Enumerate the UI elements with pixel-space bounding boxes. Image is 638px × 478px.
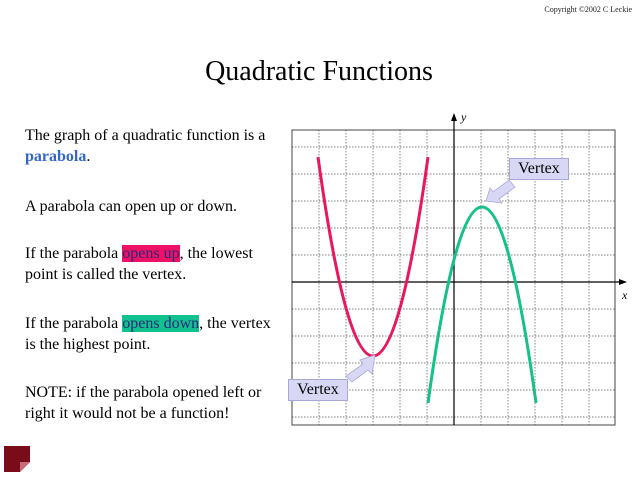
definition-suffix: . bbox=[86, 148, 91, 165]
vertex-callout-bottom: Vertex bbox=[288, 379, 348, 401]
paragraph-opens-down: If the parabola opens down, the vertex i… bbox=[25, 313, 285, 355]
parabola-keyword: parabola bbox=[25, 148, 87, 165]
opens-up-prefix: If the parabola bbox=[25, 245, 123, 262]
x-axis-label: x bbox=[621, 288, 628, 302]
paragraph-note: NOTE: if the parabola opened left or rig… bbox=[25, 384, 262, 422]
page-corner-icon bbox=[4, 446, 30, 472]
opens-down-prefix: If the parabola bbox=[25, 315, 123, 332]
opens-down-parabola bbox=[426, 205, 538, 404]
paragraph-open-up-down: A parabola can open up or down. bbox=[25, 198, 237, 215]
opens-up-highlight: opens up bbox=[122, 245, 180, 262]
definition-text: The graph of a quadratic function is a bbox=[25, 127, 266, 144]
vertex-arrow-top bbox=[485, 179, 516, 204]
y-axis-label: y bbox=[460, 110, 467, 124]
vertex-callout-top: Vertex bbox=[509, 158, 569, 180]
x-axis-arrow bbox=[619, 279, 627, 285]
y-axis-arrow bbox=[451, 113, 457, 121]
page-title: Quadratic Functions bbox=[205, 56, 433, 87]
opens-down-suffix: , the vertex is the highest point. bbox=[25, 315, 271, 353]
opens-up-suffix: , the lowest point is called the vertex. bbox=[25, 245, 253, 283]
paragraph-opens-up: If the parabola opens up, the lowest poi… bbox=[25, 243, 285, 285]
opens-down-highlight: opens down bbox=[122, 315, 200, 332]
vertex-arrow-bottom bbox=[345, 354, 376, 383]
copyright-text: Copyright ©2002 C Leckie bbox=[544, 5, 632, 14]
paragraph-definition: The graph of a quadratic function is a p… bbox=[25, 125, 285, 167]
